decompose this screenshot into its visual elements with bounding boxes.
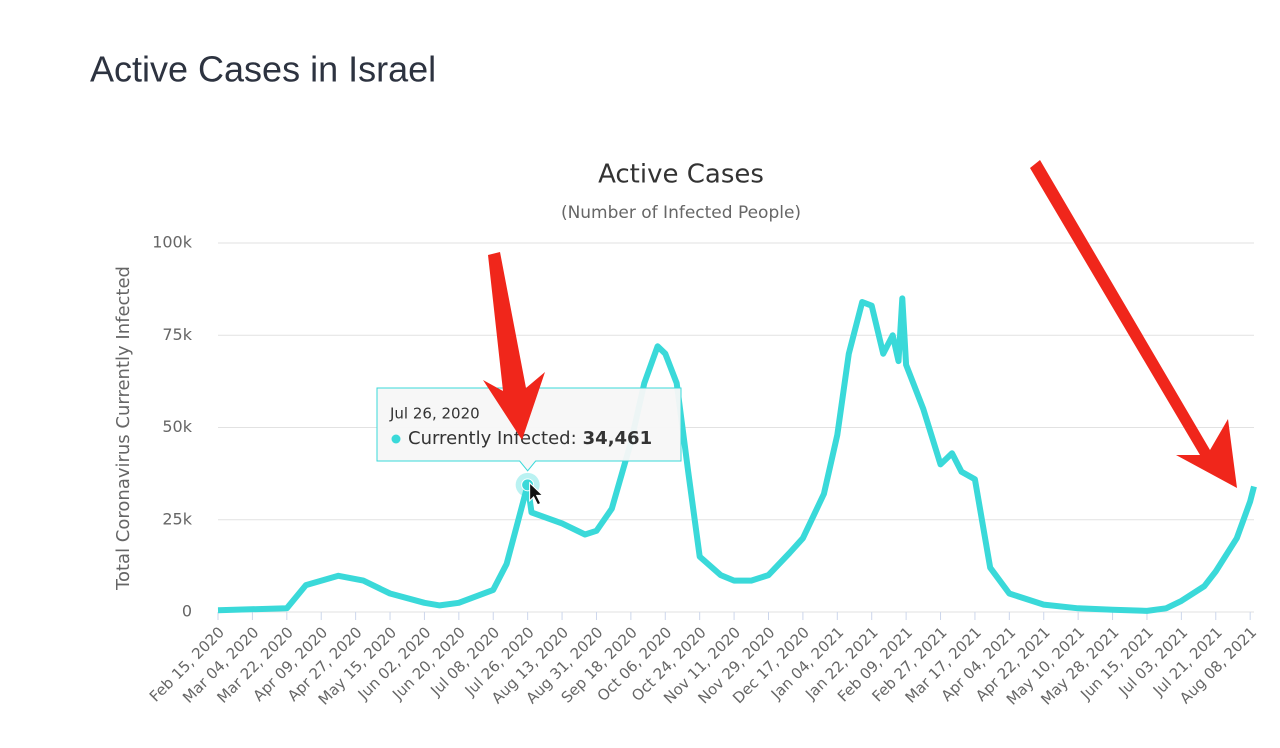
chart-title: Active Cases	[598, 160, 764, 190]
tooltip-box	[376, 387, 682, 472]
tooltip-date: Jul 26, 2020	[389, 405, 480, 423]
arrow	[1030, 160, 1237, 488]
y-tick-label: 50k	[162, 417, 192, 436]
tooltip-label: Currently Infected:	[408, 428, 577, 449]
tooltip-bullet	[391, 434, 401, 444]
y-tick-label: 0	[182, 602, 192, 621]
tooltip-value: 34,461	[583, 428, 652, 449]
page-title: Active Cases in Israel	[90, 49, 436, 90]
tooltip: Jul 26, 2020 Currently Infected: 34,461	[376, 387, 682, 472]
data-line	[217, 295, 1257, 614]
arrow	[483, 252, 545, 440]
y-tick-label: 25k	[162, 509, 192, 528]
chart-subtitle: (Number of Infected People)	[561, 203, 801, 223]
cursor	[529, 481, 544, 506]
y-tick-label: 75k	[162, 325, 192, 344]
y-tick-label: 100k	[152, 233, 193, 252]
y-axis-label: Total Coronavirus Currently Infected	[113, 266, 134, 591]
